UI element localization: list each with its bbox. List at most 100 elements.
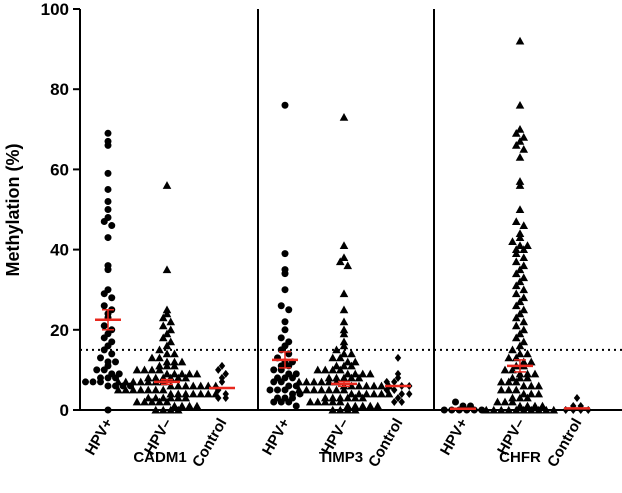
y-axis-title: Methylation (%) xyxy=(3,143,23,276)
data-point xyxy=(391,397,398,406)
data-point xyxy=(493,397,502,406)
data-point xyxy=(519,145,529,153)
data-point xyxy=(383,385,390,394)
data-point xyxy=(97,354,104,362)
data-point xyxy=(358,401,368,410)
data-point xyxy=(166,389,176,398)
data-point xyxy=(335,405,345,414)
data-point xyxy=(350,369,360,378)
data-point xyxy=(108,294,116,302)
data-point xyxy=(519,245,529,254)
data-point xyxy=(188,381,198,390)
data-point xyxy=(177,401,187,410)
data-point xyxy=(104,169,112,177)
data-point xyxy=(377,381,386,390)
data-point xyxy=(511,281,521,290)
data-point xyxy=(511,217,521,225)
data-point xyxy=(181,381,191,390)
data-point xyxy=(170,401,179,410)
data-point xyxy=(222,389,229,398)
data-point xyxy=(373,401,383,410)
data-point xyxy=(324,373,334,382)
data-point xyxy=(128,377,138,386)
data-point xyxy=(292,370,300,378)
data-point xyxy=(328,353,338,362)
data-point xyxy=(519,305,529,314)
data-point xyxy=(281,286,289,294)
data-point xyxy=(215,393,222,402)
data-point xyxy=(143,373,153,382)
data-point xyxy=(143,393,153,402)
data-point xyxy=(162,309,172,318)
data-point xyxy=(328,405,338,414)
data-point xyxy=(515,309,525,318)
data-point xyxy=(383,377,390,386)
data-point xyxy=(523,393,532,402)
data-point xyxy=(108,350,116,358)
data-point xyxy=(515,100,525,109)
data-point xyxy=(358,369,368,378)
data-point xyxy=(335,397,345,406)
data-point xyxy=(158,385,168,394)
data-point xyxy=(515,137,525,145)
data-point xyxy=(394,353,402,362)
data-point xyxy=(140,365,149,374)
data-point xyxy=(511,257,521,266)
data-point xyxy=(511,301,521,310)
data-point xyxy=(162,349,172,358)
data-point xyxy=(508,237,517,246)
data-point xyxy=(504,385,514,394)
data-point xyxy=(140,397,149,406)
data-point xyxy=(523,373,532,382)
data-point xyxy=(343,261,353,270)
category-label: Control xyxy=(189,416,230,471)
data-point xyxy=(181,373,191,382)
data-point xyxy=(108,370,116,378)
data-point xyxy=(530,401,540,410)
data-point xyxy=(320,397,330,406)
data-point xyxy=(508,345,517,354)
data-point xyxy=(519,293,529,302)
data-point xyxy=(515,329,525,338)
data-point xyxy=(358,393,368,402)
data-point xyxy=(515,369,525,378)
data-point xyxy=(534,389,544,398)
data-point xyxy=(320,393,330,402)
data-point xyxy=(515,277,525,286)
data-point xyxy=(196,381,206,390)
data-point xyxy=(394,373,402,382)
data-point xyxy=(132,397,142,406)
data-point xyxy=(511,269,521,278)
data-point xyxy=(136,377,146,386)
y-tick-label: 80 xyxy=(50,80,69,99)
data-point xyxy=(519,253,529,262)
data-point xyxy=(369,389,379,398)
data-point xyxy=(534,405,544,414)
data-point xyxy=(281,250,289,258)
data-point xyxy=(523,349,532,358)
data-point xyxy=(511,321,521,330)
data-point xyxy=(481,405,491,414)
data-point xyxy=(170,357,179,366)
data-point xyxy=(170,361,179,370)
data-point xyxy=(511,313,521,322)
data-point xyxy=(339,241,349,250)
data-point xyxy=(508,393,517,402)
data-point xyxy=(108,222,116,230)
data-point xyxy=(394,369,402,378)
data-point xyxy=(339,349,349,358)
data-point xyxy=(281,394,289,402)
data-point xyxy=(192,401,202,410)
data-point xyxy=(104,129,112,137)
data-point xyxy=(523,401,532,410)
data-point xyxy=(218,373,226,382)
category-label: Control xyxy=(544,416,585,471)
data-point xyxy=(188,389,198,398)
data-point xyxy=(347,361,356,370)
data-point xyxy=(515,241,525,250)
data-point xyxy=(305,397,315,406)
data-point xyxy=(128,385,138,394)
data-point xyxy=(104,286,112,294)
